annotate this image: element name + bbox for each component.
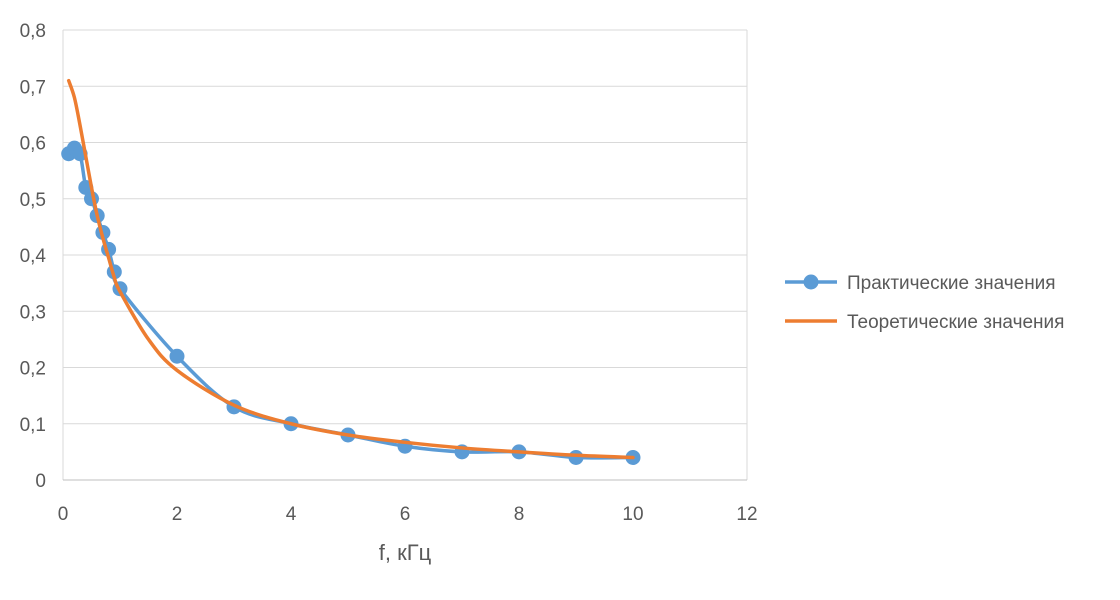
y-tick-label: 0,1	[20, 415, 46, 436]
x-axis-title: f, кГц	[379, 540, 432, 565]
x-tick-label: 6	[400, 504, 411, 525]
x-tick-labels: 0 2 4 6 8 10 12	[58, 504, 758, 525]
axes	[62, 30, 747, 481]
x-tick-label: 4	[286, 504, 297, 525]
legend-label: Практические значения	[847, 273, 1056, 294]
legend-label: Теоретические значения	[847, 312, 1064, 333]
series-group	[61, 78, 641, 465]
gridlines	[63, 29, 748, 480]
x-tick-label: 10	[622, 504, 643, 525]
series-line-1	[66, 146, 635, 460]
x-tick-label: 2	[172, 504, 183, 525]
series-line-2	[66, 78, 635, 460]
y-tick-label: 0	[35, 471, 46, 492]
y-tick-label: 0,5	[20, 190, 46, 211]
y-tick-label: 0,4	[20, 246, 47, 267]
y-tick-label: 0,8	[20, 21, 46, 42]
legend-swatch-marker	[803, 274, 819, 290]
y-tick-label: 0,3	[20, 302, 46, 323]
y-tick-label: 0,6	[20, 134, 46, 155]
x-tick-label: 0	[58, 504, 69, 525]
x-tick-label: 8	[514, 504, 525, 525]
y-tick-labels: 0 0,1 0,2 0,3 0,4 0,5 0,6 0,7 0,8	[20, 21, 47, 492]
y-tick-label: 0,2	[20, 359, 46, 380]
x-tick-label: 12	[736, 504, 757, 525]
data-point	[169, 348, 185, 364]
legend: Практические значения Теоретические значе…	[785, 273, 1064, 333]
y-tick-label: 0,7	[20, 77, 46, 98]
data-point	[568, 450, 584, 465]
